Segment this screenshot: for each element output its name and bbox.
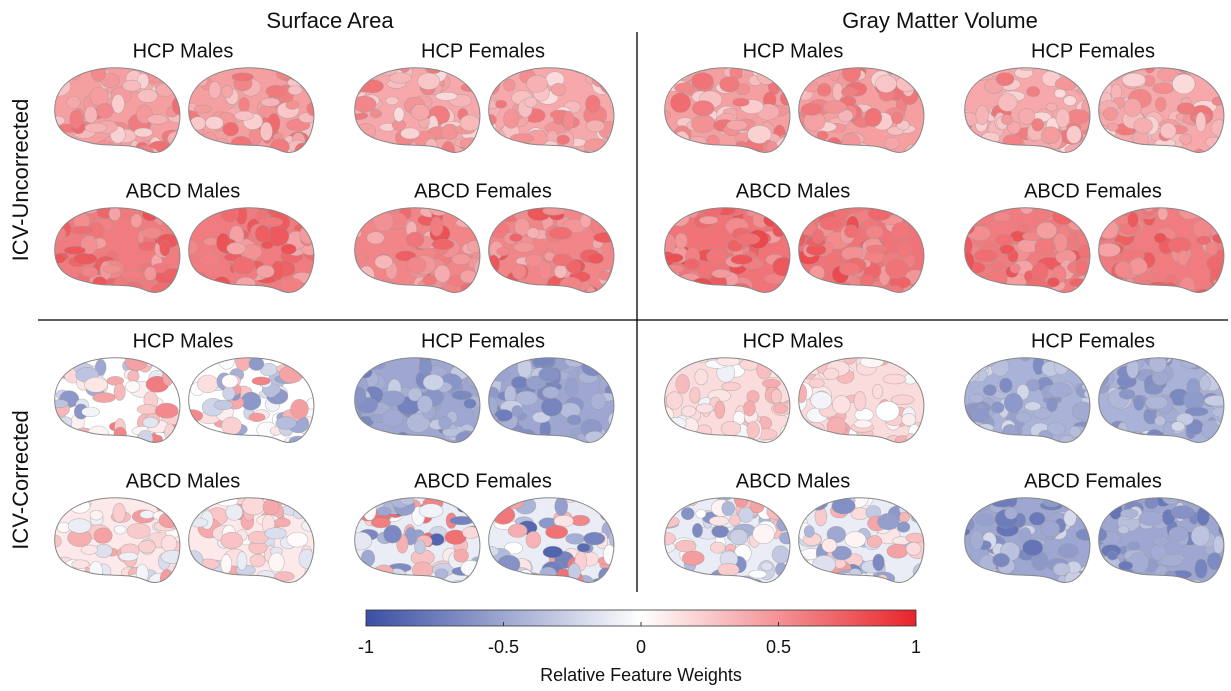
panel-label: ABCD Males: [736, 180, 850, 202]
colorbar: -1 -0.5 0 0.5 1 Relative Feature Weights: [358, 610, 921, 685]
brain: [178, 56, 321, 164]
brain: [347, 350, 488, 451]
tick-label: 1: [911, 637, 921, 657]
tick-label: 0: [636, 637, 646, 657]
brain: [787, 346, 935, 455]
column-title: Gray Matter Volume: [842, 8, 1038, 33]
panel-label: HCP Males: [743, 330, 844, 352]
brain: [653, 348, 802, 455]
row-title: ICV-Corrected: [8, 410, 33, 549]
brain: [791, 487, 935, 593]
brain: [45, 490, 190, 596]
panel-label: ABCD Males: [126, 470, 240, 492]
brain: [42, 59, 189, 165]
brain: [177, 198, 328, 303]
panel-label: HCP Females: [1031, 330, 1155, 352]
brain: [955, 60, 1101, 164]
brain: [1091, 199, 1231, 303]
panel-label: HCP Females: [421, 40, 545, 62]
figure: Surface Area Gray Matter Volume ICV-Unco…: [0, 0, 1231, 691]
brain: [347, 490, 487, 595]
panel-label: HCP Females: [421, 330, 545, 352]
brain: [476, 57, 622, 164]
panel-label: ABCD Females: [1024, 470, 1162, 492]
panel-label: HCP Females: [1031, 40, 1155, 62]
row-title: ICV-Uncorrected: [8, 99, 33, 262]
tick-label: 0.5: [766, 637, 791, 657]
brain: [654, 60, 798, 162]
brain: [787, 59, 931, 163]
brain: [653, 198, 800, 306]
brain: [46, 200, 187, 303]
brain: [478, 490, 623, 596]
panel-label: ABCD Females: [1024, 180, 1162, 202]
panel-label: ABCD Males: [736, 470, 850, 492]
panels: HCP Males HCP Females HCP Males HCP Females…: [42, 40, 1231, 596]
panel-label: ABCD Females: [414, 180, 552, 202]
panel-label: HCP Males: [133, 330, 234, 352]
tick-label: -0.5: [488, 637, 519, 657]
tick-label: -1: [358, 637, 374, 657]
panel-label: HCP Males: [133, 40, 234, 62]
brain: [477, 348, 622, 456]
brain: [954, 349, 1100, 452]
brain: [1088, 56, 1231, 163]
column-title: Surface Area: [266, 8, 394, 33]
brain: [653, 489, 799, 592]
brain: [790, 198, 935, 305]
panel-label: HCP Males: [743, 40, 844, 62]
brain: [1088, 347, 1231, 454]
brain: [174, 488, 322, 592]
panel-label: ABCD Males: [126, 180, 240, 202]
brain: [951, 489, 1103, 595]
colorbar-label: Relative Feature Weights: [540, 665, 742, 685]
panel-label: ABCD Females: [414, 470, 552, 492]
